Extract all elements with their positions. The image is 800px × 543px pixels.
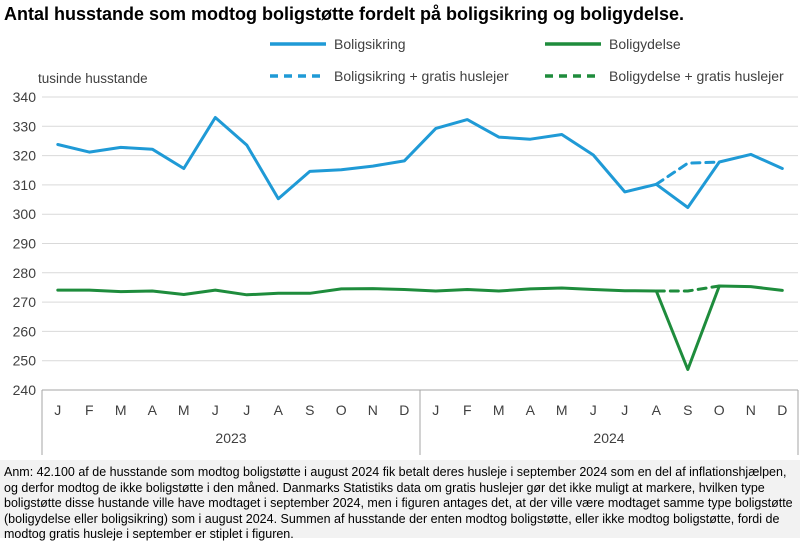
line-chart: Boligsikring Boligydelse Boligsikring + gr… bbox=[13, 36, 799, 455]
x-tick-label: J bbox=[243, 402, 250, 418]
y-tick-label: 330 bbox=[13, 118, 37, 134]
legend-label: Boligydelse + gratis huslejer bbox=[609, 68, 784, 84]
legend: Boligsikring Boligydelse Boligsikring + gr… bbox=[270, 36, 784, 84]
x-tick-label: A bbox=[274, 402, 284, 418]
x-tick-label: A bbox=[148, 402, 158, 418]
series-lines bbox=[56, 116, 784, 371]
legend-label: Boligydelse bbox=[609, 36, 681, 52]
y-tick-label: 270 bbox=[13, 294, 37, 310]
y-tick-label: 260 bbox=[13, 323, 37, 339]
y-tick-label: 240 bbox=[13, 382, 37, 398]
y-tick-label: 250 bbox=[13, 353, 37, 369]
series-line-0 bbox=[56, 116, 784, 209]
x-tick-label: O bbox=[714, 402, 725, 418]
legend-label: Boligsikring + gratis huslejer bbox=[334, 68, 509, 84]
x-tick-label: A bbox=[652, 402, 662, 418]
x-tick-label: F bbox=[85, 402, 94, 418]
x-tick-label: M bbox=[493, 402, 505, 418]
year-label: 2023 bbox=[215, 430, 246, 446]
year-label: 2024 bbox=[593, 430, 624, 446]
x-tick-label: J bbox=[54, 402, 61, 418]
y-tick-label: 300 bbox=[13, 206, 37, 222]
series-line-2 bbox=[654, 160, 721, 186]
series-line-1 bbox=[56, 284, 784, 371]
x-tick-label: M bbox=[115, 402, 127, 418]
y-tick-label: 320 bbox=[13, 148, 37, 164]
x-tick-label: J bbox=[621, 402, 628, 418]
x-tick-label: S bbox=[305, 402, 314, 418]
x-tick-label: J bbox=[590, 402, 597, 418]
y-tick-label: 290 bbox=[13, 236, 37, 252]
x-tick-label: N bbox=[368, 402, 378, 418]
y-tick-label: 340 bbox=[13, 89, 37, 105]
x-tick-label: M bbox=[178, 402, 190, 418]
x-axis: 2023 2024 J F M A M J J A S O N D J F M A M J J A S O N D bbox=[41, 389, 799, 455]
x-tick-label: O bbox=[336, 402, 347, 418]
footnote-background bbox=[0, 460, 800, 538]
y-tick-label: 280 bbox=[13, 265, 37, 281]
y-tick-label: 310 bbox=[13, 177, 37, 193]
x-tick-label: M bbox=[556, 402, 568, 418]
x-tick-label: F bbox=[463, 402, 472, 418]
x-tick-label: D bbox=[399, 402, 409, 418]
gridlines bbox=[42, 96, 798, 362]
x-tick-label: J bbox=[432, 402, 439, 418]
y-axis-label: tusinde husstande bbox=[38, 71, 148, 86]
footnote: Anm: 42.100 af de husstande som modtog b… bbox=[4, 465, 793, 541]
x-tick-label: S bbox=[683, 402, 692, 418]
x-tick-label: A bbox=[526, 402, 536, 418]
chart-title: Antal husstande som modtog boligstøtte f… bbox=[4, 4, 685, 24]
y-axis-ticks: 240 250 260 270 280 290 300 310 320 330 340 bbox=[13, 89, 37, 398]
chart-area: Antal husstande som modtog boligstøtte f… bbox=[4, 4, 799, 455]
legend-label: Boligsikring bbox=[334, 36, 406, 52]
series-line-3 bbox=[654, 284, 721, 293]
x-tick-label: J bbox=[212, 402, 219, 418]
x-tick-label: N bbox=[746, 402, 756, 418]
x-tick-label: D bbox=[777, 402, 787, 418]
